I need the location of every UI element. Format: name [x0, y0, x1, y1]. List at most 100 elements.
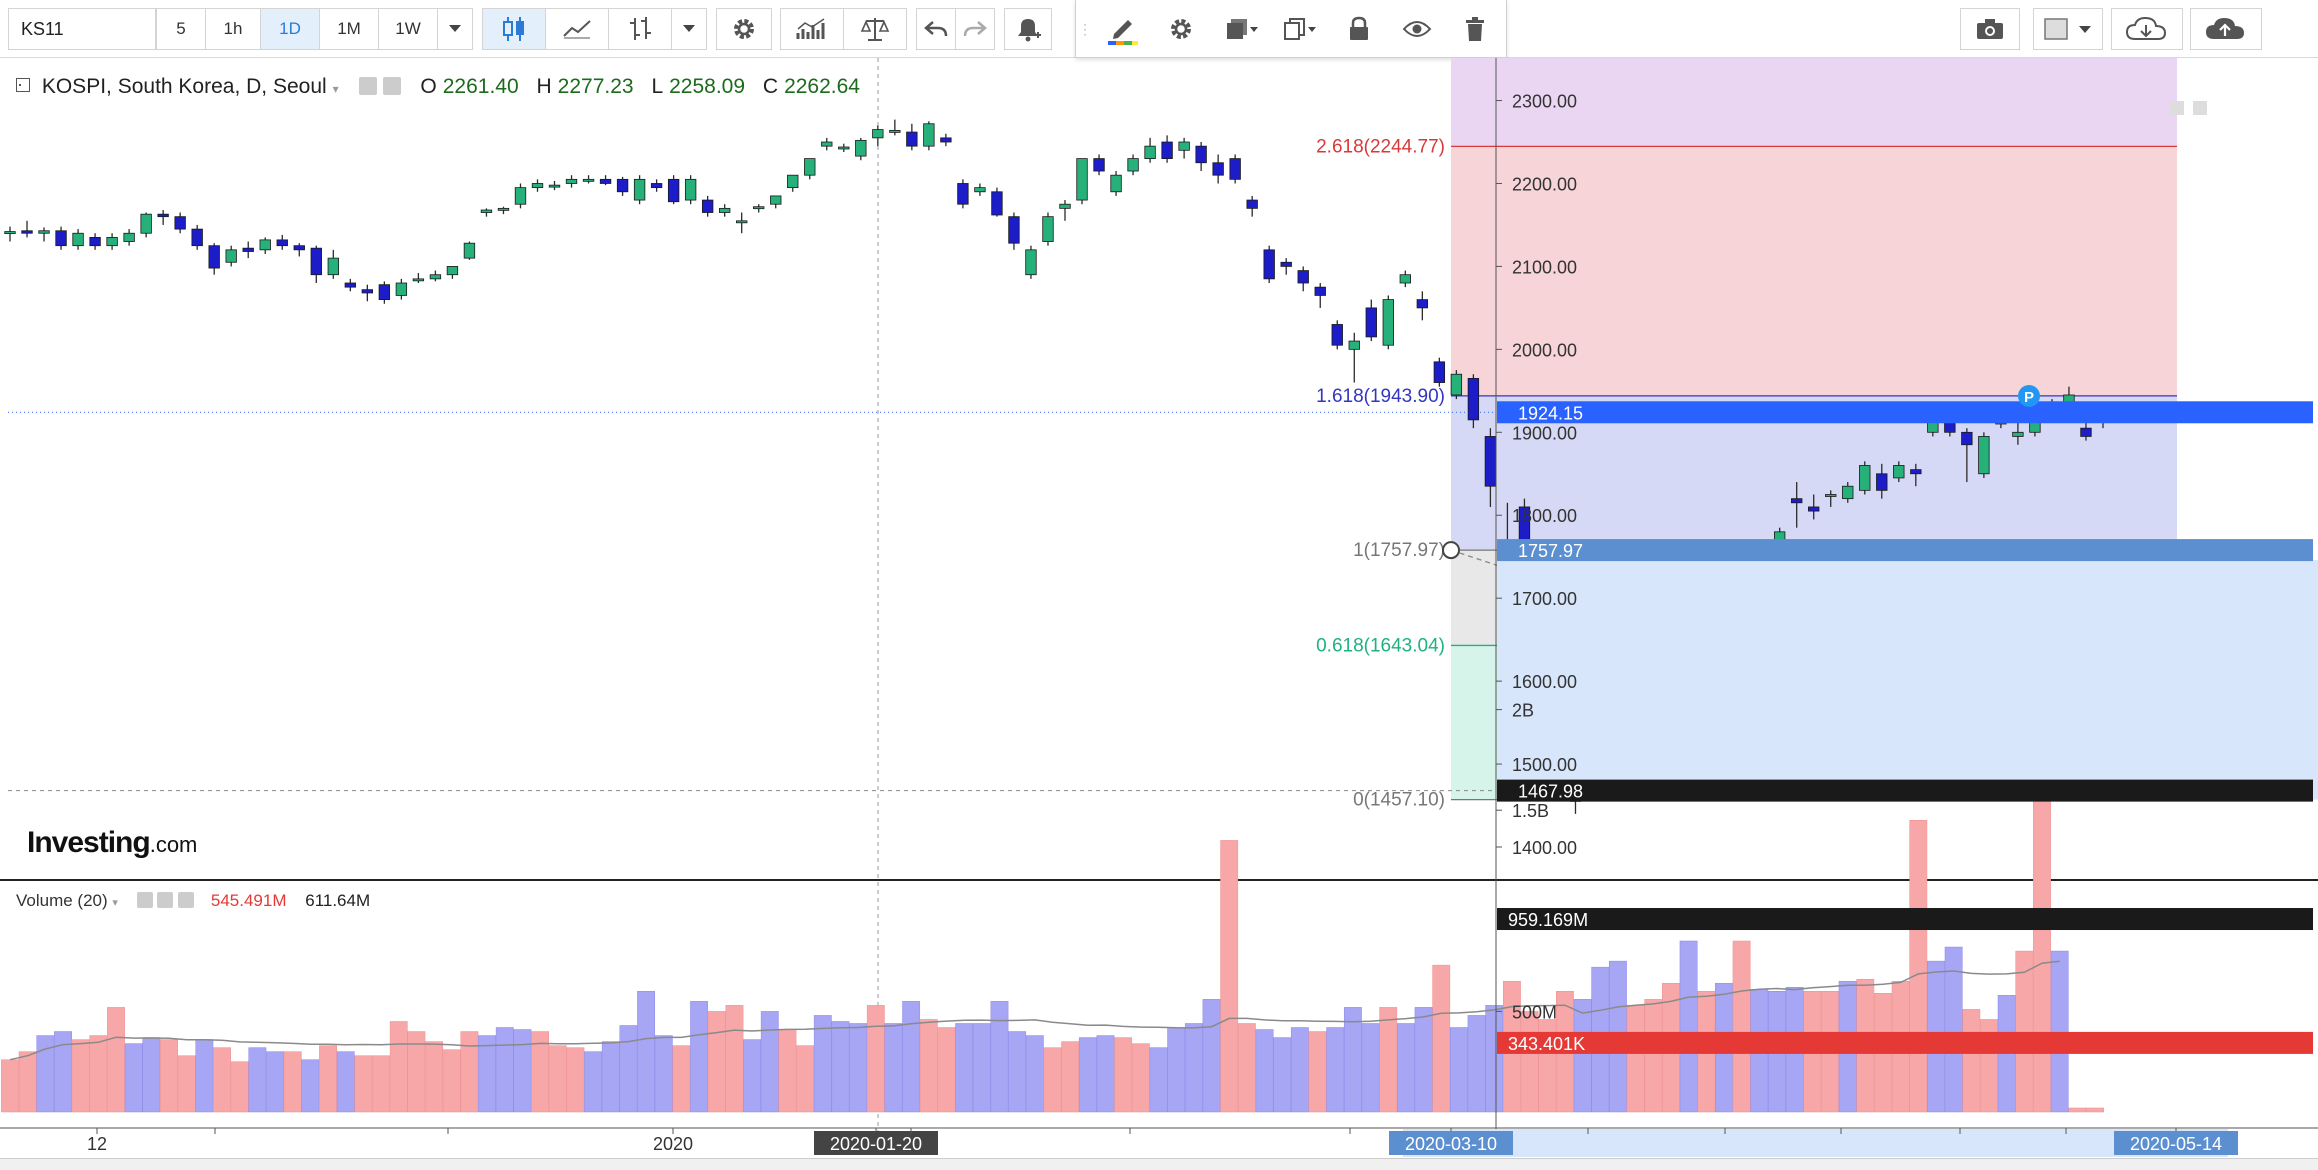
candle-body [599, 178, 612, 184]
candle-body [21, 230, 33, 234]
volume-bar [1944, 946, 1963, 1113]
candle-body [276, 239, 288, 247]
layers-icon[interactable] [1214, 8, 1268, 50]
time-badge [814, 1131, 938, 1155]
candle-body [531, 183, 544, 189]
alert-icon[interactable] [1004, 8, 1052, 50]
candle-body [1842, 485, 1854, 500]
candle [1842, 482, 1854, 503]
line-chart-icon[interactable] [545, 8, 609, 50]
candle-body [787, 174, 799, 189]
trash-icon[interactable] [1450, 8, 1500, 50]
legend-eye-icon[interactable] [358, 77, 377, 95]
volume-eye-icon[interactable] [136, 892, 153, 908]
candle-body [633, 178, 646, 201]
volume-bar [1061, 1041, 1080, 1113]
price-axis[interactable]: 2300.00 2200.00 2100.00 2000.00 1900.00 1800.… [1495, 58, 2318, 1134]
candle-body [838, 146, 850, 150]
volume-dropdown-icon[interactable]: ▾ [112, 897, 118, 909]
candle [736, 212, 748, 234]
candle [1365, 299, 1377, 342]
camera-icon[interactable] [1960, 8, 2020, 50]
candle [395, 278, 408, 300]
drag-handle-icon[interactable]: ⋮ [1078, 8, 1092, 50]
chart-type-dropdown-icon[interactable] [671, 8, 707, 50]
time-axis[interactable]: 12 2020 2020-01-20 2020-03-10 2020-05-14 [0, 1127, 2318, 1157]
volume-value-2: 611.64M [305, 891, 371, 910]
redo-icon[interactable] [955, 8, 995, 50]
collapse-icon[interactable] [16, 78, 30, 92]
interval-1m-button[interactable]: 1M [319, 8, 379, 50]
interval-5-button[interactable]: 5 [156, 8, 206, 50]
candles-icon[interactable] [482, 8, 546, 50]
legend-dropdown-icon[interactable]: ▾ [332, 82, 339, 96]
open-value: 2261.40 [442, 75, 519, 98]
interval-dropdown-icon[interactable] [437, 8, 473, 50]
price-tick-label: 1600.00 [1512, 672, 1577, 692]
color-box-icon[interactable] [2033, 8, 2103, 50]
legend-gear-icon[interactable] [382, 77, 401, 95]
candle [770, 195, 782, 209]
candle [1825, 490, 1837, 507]
volume-badge-label: 343.401K [1508, 1034, 1585, 1054]
volume-bar [796, 1045, 815, 1113]
pencil-icon[interactable] [1098, 8, 1148, 50]
interval-1d-button[interactable]: 1D [260, 8, 320, 50]
volume-gear-icon[interactable] [157, 892, 174, 908]
candle [1978, 432, 1990, 478]
candle-body [157, 213, 169, 218]
volume-bar [707, 1011, 726, 1113]
cloud-load-icon[interactable] [2111, 8, 2183, 50]
time-badge [2114, 1131, 2238, 1155]
volume-bar [990, 1001, 1009, 1113]
candle-body [1297, 270, 1309, 284]
candle-body [191, 228, 203, 247]
volume-bar [1043, 1047, 1062, 1113]
volume-bar [124, 1043, 143, 1113]
symbol-search-input[interactable]: KS11 [8, 8, 156, 50]
compare-scale-icon[interactable] [843, 8, 907, 50]
candle [1382, 295, 1394, 350]
candle [157, 210, 169, 225]
candle [242, 241, 254, 259]
gear-icon[interactable] [716, 8, 772, 50]
eye-icon[interactable] [1392, 8, 1442, 50]
volume-bar [160, 1039, 178, 1113]
price-badge: 1467.98 [1497, 779, 2313, 802]
price-tick-label: 1800.00 [1512, 506, 1577, 526]
volume-bar [107, 1007, 125, 1113]
candle-body [1178, 141, 1190, 151]
indicators-icon[interactable] [780, 8, 844, 50]
candle-body [565, 178, 578, 184]
candle [225, 245, 237, 267]
main-legend: KOSPI, South Korea, D, Seoul ▾ O 2261.40 H… [16, 75, 872, 99]
candle [1280, 258, 1292, 275]
interval-1h-button[interactable]: 1h [205, 8, 261, 50]
candle-body [395, 282, 408, 296]
candle [548, 180, 561, 191]
candle-body [1042, 216, 1054, 242]
chart-canvas[interactable]: 2.618(2244.77) 1.618(1943.90) 1(1757.97) 0.… [0, 58, 2318, 1158]
p-marker: P [2018, 385, 2040, 407]
candle-body [889, 129, 901, 133]
cloud-save-icon[interactable] [2190, 8, 2262, 50]
candle-body [991, 191, 1003, 216]
copy-icon[interactable] [1272, 8, 1326, 50]
interval-1w-button[interactable]: 1W [378, 8, 438, 50]
undo-icon[interactable] [916, 8, 956, 50]
candle [889, 119, 901, 136]
candle-body [1195, 145, 1207, 164]
volume-close-icon[interactable] [178, 892, 195, 908]
bars-icon[interactable] [608, 8, 672, 50]
candle [1399, 270, 1411, 288]
candle [633, 175, 646, 205]
volume-bar [619, 1025, 638, 1113]
lock-icon[interactable] [1334, 8, 1384, 50]
candle [361, 284, 374, 302]
volume-bar [266, 1051, 284, 1113]
drawing-gear-icon[interactable] [1156, 8, 1206, 50]
candle [855, 137, 867, 161]
candle [906, 123, 918, 151]
volume-bar [1485, 1005, 1504, 1113]
candle-body [1876, 473, 1888, 491]
